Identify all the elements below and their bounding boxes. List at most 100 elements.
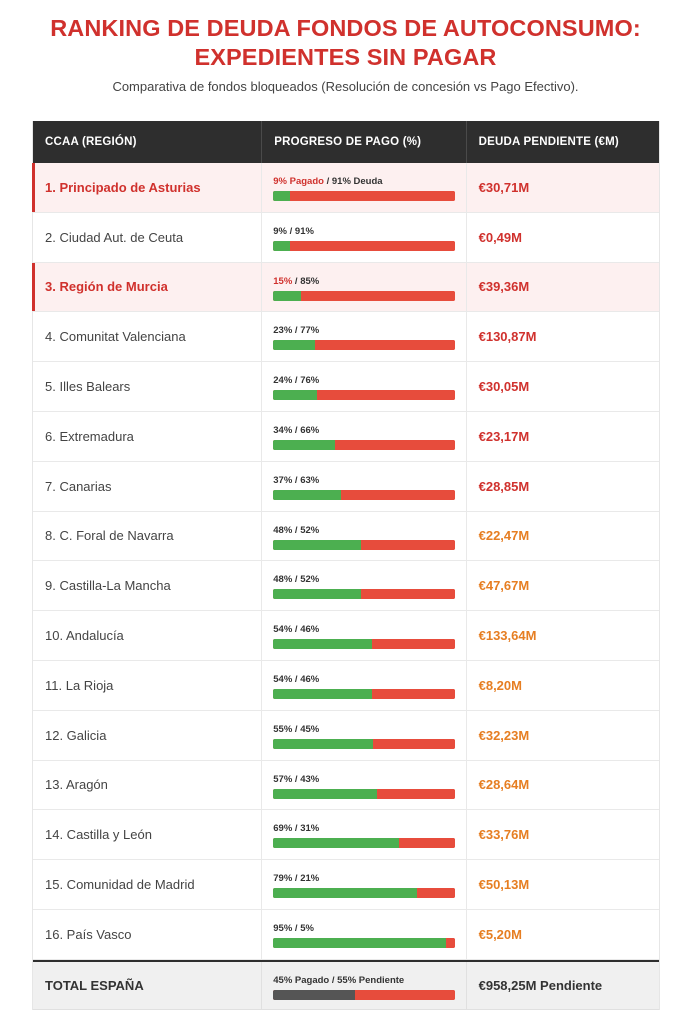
progress-cell: 24% / 76% [262,362,467,411]
progress-label-debt: / 91% Deuda [323,176,383,187]
debt-value: €23,17M [478,428,530,444]
progress-bar-debt [289,191,456,201]
progress-label: 55% / 45% [273,724,465,736]
progress-bar-debt [300,290,456,301]
progress-bar-debt [360,589,456,600]
progress-cell: 69% / 31% [262,810,467,860]
debt-value: €133,64M [478,628,537,644]
progress-bar [273,888,456,899]
progress-bar-debt [289,240,456,251]
table-row: 5. Illes Balears 24% / 76% €30,05M [33,362,659,412]
title-line-1: RANKING DE DEUDA FONDOS DE AUTOCONSUMO: [50,15,641,41]
progress-label-debt: 79% / 21% [273,873,320,885]
progress-cell: 54% / 46% [262,660,467,710]
progress-bar-debt [446,937,456,948]
progress-bar [273,290,456,301]
progress-label: 79% / 21% [273,873,465,885]
total-region-label: TOTAL ESPAÑA [33,961,263,1009]
region-name: 3. Región de Murcia [33,262,263,312]
region-name: 2. Ciudad Aut. de Ceuta [33,212,263,262]
progress-bar-debt [398,838,456,849]
progress-bar [273,589,456,600]
total-progress-bar-paid [273,989,356,1000]
progress-label-debt: 37% / 63% [273,474,320,486]
debt-value: €5,20M [478,926,522,942]
debt-value: €47,67M [478,578,530,594]
table-row: 10. Andalucía 54% / 46% €133,64M [33,611,659,661]
region-name: 7. Canarias [33,461,263,511]
region-name: 1. Principado de Asturias [33,163,263,212]
region-name: 14. Castilla y León [33,810,263,860]
progress-bar-paid [273,489,341,500]
progress-bar-paid [273,290,301,301]
table-row: 16. País Vasco 95% / 5% €5,20M [33,909,659,960]
total-progress-bar-pending [355,989,456,1000]
total-progress-label: 45% Pagado / 55% Pendiente [273,974,405,986]
progress-bar [273,788,456,799]
region-name: 11. La Rioja [33,660,263,710]
progress-label-debt: / 85% [292,275,320,287]
progress-label: 69% / 31% [273,823,465,835]
progress-bar-debt [371,639,456,650]
region-name: 12. Galicia [33,710,263,760]
region-name: 10. Andalucía [33,611,263,660]
debt-value: €33,76M [478,827,530,843]
progress-bar-paid [273,688,372,699]
progress-bar-paid [273,788,377,799]
column-header-debt: DEUDA PENDIENTE (€M) [478,136,619,148]
progress-bar-paid [273,390,317,401]
progress-bar-paid [273,191,290,201]
progress-bar [273,539,456,550]
debt-ranking-table: CCAA (REGIÓN) PROGRESO DE PAGO (%) DEUDA… [32,121,660,1010]
progress-label: 48% / 52% [273,574,465,586]
progress-cell: 79% / 21% [262,860,467,909]
table-body: 1. Principado de Asturias 9% Pagado / 91%… [32,163,659,960]
progress-bar [273,390,456,401]
progress-cell: 55% / 45% [262,710,467,760]
progress-bar-debt [316,390,456,401]
progress-label: 34% / 66% [273,425,465,437]
table-total-row: TOTAL ESPAÑA 45% Pagado / 55% Pendiente … [33,959,659,1010]
progress-bar [273,439,456,450]
progress-cell: 37% / 63% [262,461,467,511]
progress-bar [273,738,456,749]
column-header-progress: PROGRESO DE PAGO (%) [262,121,467,163]
progress-cell: 9% / 91% [262,212,467,262]
progress-bar-debt [340,489,456,500]
total-progress-cell: 45% Pagado / 55% Pendiente [262,961,467,1009]
progress-bar-paid [273,639,372,650]
debt-value: €30,05M [478,379,530,395]
title-line-2: EXPEDIENTES SIN PAGAR [194,44,497,70]
progress-bar-debt [371,688,456,699]
progress-bar [273,191,456,201]
progress-label: 48% / 52% [273,525,465,537]
progress-bar-paid [273,340,316,351]
progress-bar-paid [273,439,336,450]
progress-label-debt: 48% / 52% [273,524,320,536]
progress-label-debt: 23% / 77% [273,325,320,337]
progress-label: 37% / 63% [273,475,465,487]
table-row: 9. Castilla-La Mancha 48% / 52% €47,67M [33,561,659,612]
progress-label: 23% / 77% [273,325,465,337]
table-row: 7. Canarias 37% / 63% €28,85M [33,461,659,512]
progress-cell: 9% Pagado / 91% Deuda [262,163,467,212]
debt-value: €8,20M [478,677,522,693]
progress-bar-debt [360,539,456,550]
progress-bar-paid [273,539,361,550]
table-row: 12. Galicia 55% / 45% €32,23M [33,710,659,761]
total-debt-value: €958,25M Pendiente [478,977,603,993]
progress-bar-debt [335,439,456,450]
region-name: 6. Extremadura [33,411,263,461]
table-row: 13. Aragón 57% / 43% €28,64M [33,760,659,811]
progress-label: 9% Pagado / 91% Deuda [273,176,465,188]
progress-bar [273,489,456,500]
debt-value: €22,47M [478,528,530,544]
progress-bar-paid [273,937,447,948]
progress-bar [273,838,456,849]
debt-value: €50,13M [478,877,530,893]
progress-bar-debt [315,340,456,351]
progress-label: 57% / 43% [273,774,465,786]
progress-cell: 95% / 5% [262,909,467,959]
progress-bar-paid [273,240,290,251]
region-name: 4. Comunitat Valenciana [33,312,263,362]
